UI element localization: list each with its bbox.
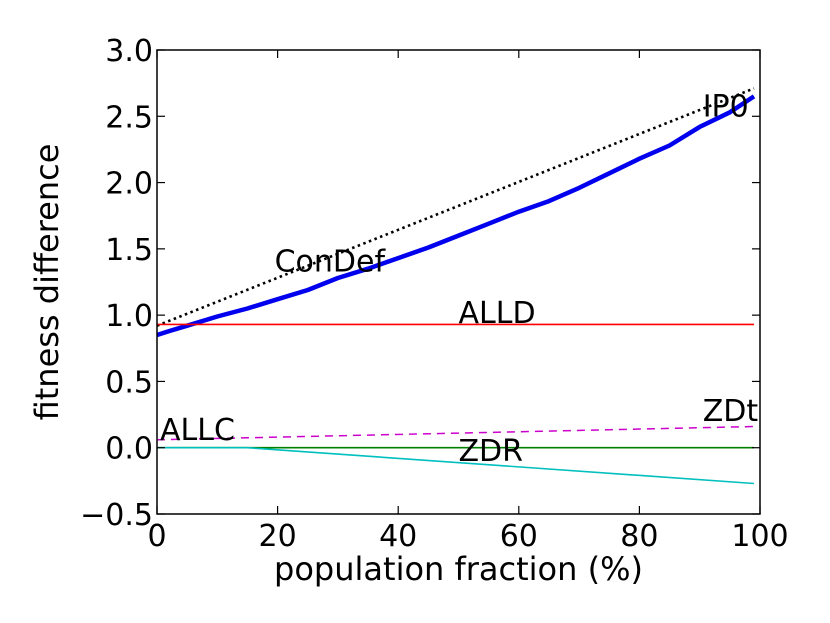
annotation-zdt: ZDt	[703, 394, 759, 429]
x-tick-label: 60	[500, 519, 538, 554]
y-tick-label: 3.0	[105, 34, 153, 69]
x-tick-label: 40	[379, 519, 417, 554]
series-line-ip0	[156, 94, 756, 338]
series-line-ip0-reference	[156, 87, 755, 327]
annotation-condef: ConDef	[275, 244, 387, 279]
y-tick-label: 2.5	[105, 100, 153, 135]
y-tick-label: 2.0	[105, 167, 153, 202]
x-axis-label: population fraction (%)	[274, 550, 643, 588]
y-tick-label: 1.5	[105, 233, 153, 268]
series-line-zdt	[156, 425, 755, 441]
plot-lines	[156, 87, 756, 485]
annotations: IP0 ConDef ALLD ZDt ALLC ZDR	[160, 89, 758, 469]
annotation-ip0: IP0	[703, 89, 749, 124]
annotation-allc: ALLC	[160, 413, 235, 448]
y-axis-label: fitness difference	[28, 144, 66, 421]
x-tick-label: 0	[147, 519, 166, 554]
y-tick-label: 0.5	[105, 365, 153, 400]
x-tick-label: 20	[259, 519, 297, 554]
x-tick-label: 80	[620, 519, 658, 554]
y-tick-label: 1.0	[105, 299, 153, 334]
annotation-alld: ALLD	[459, 296, 536, 331]
x-axis-ticks: 0 20 40 60 80 100	[147, 50, 789, 554]
y-tick-label: 0.0	[105, 432, 153, 467]
series-line-zdr	[157, 446, 755, 485]
plot-frame	[156, 49, 761, 515]
annotation-zdr: ZDR	[459, 434, 524, 469]
x-tick-label: 100	[731, 519, 788, 554]
y-tick-label: −0.5	[80, 498, 153, 533]
y-axis-ticks: −0.5 0.0 0.5 1.0 1.5 2.0 2.5 3.0	[80, 34, 760, 533]
